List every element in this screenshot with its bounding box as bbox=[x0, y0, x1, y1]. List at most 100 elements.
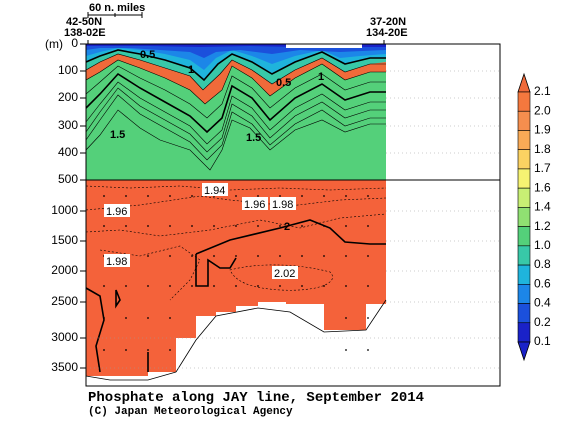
colorbar-segment bbox=[517, 130, 531, 150]
sample-dot bbox=[345, 195, 347, 197]
sample-dot bbox=[257, 195, 259, 197]
colorbar-label: 0.2 bbox=[534, 315, 551, 329]
sample-dot bbox=[367, 225, 369, 227]
ytick-1500: 1500 bbox=[51, 233, 78, 247]
colorbar-segment bbox=[517, 91, 531, 112]
ytick-3000: 3000 bbox=[51, 330, 78, 344]
sample-dot bbox=[103, 225, 105, 227]
bottom-topography-line bbox=[175, 299, 387, 373]
contour-label-upper-1: 0.5 bbox=[140, 49, 155, 61]
chart-title: Phosphate along JAY line, September 2014 bbox=[88, 390, 424, 406]
colorbar-segment bbox=[517, 110, 531, 131]
scale-bar bbox=[87, 12, 143, 18]
colorbar-segment bbox=[517, 303, 531, 324]
sample-dot bbox=[169, 255, 171, 257]
start-station-lon: 138-02E bbox=[64, 27, 106, 39]
colorbar-segment bbox=[517, 226, 531, 247]
sample-dot bbox=[147, 195, 149, 197]
end-station-lat: 37-20N bbox=[370, 16, 406, 28]
lower-contour-2 bbox=[85, 219, 386, 373]
sample-dot bbox=[279, 255, 281, 257]
ytick-400: 400 bbox=[58, 145, 78, 159]
colorbar-label: 1.0 bbox=[534, 238, 551, 252]
colorbar: 2.1 2.0 1.9 1.8 1.7 1.6 1.4 1.2 1.0 0.8 0.6 0.4 0.2 0… bbox=[517, 72, 551, 362]
upper-contour-lines bbox=[86, 53, 386, 171]
surface-gap bbox=[286, 44, 362, 48]
sample-dot bbox=[147, 225, 149, 227]
sample-dot bbox=[323, 255, 325, 257]
contour-label-lower-5: 2 bbox=[284, 221, 290, 233]
contour-label-upper-5: 1.5 bbox=[110, 129, 125, 141]
end-station-lon: 134-20E bbox=[366, 27, 408, 39]
ytick-1000: 1000 bbox=[51, 203, 78, 217]
ytick-2500: 2500 bbox=[51, 294, 78, 308]
sample-dot bbox=[279, 225, 281, 227]
sample-dot bbox=[301, 195, 303, 197]
sample-dot bbox=[323, 225, 325, 227]
sample-dot bbox=[125, 285, 127, 287]
lower-panel bbox=[85, 180, 387, 381]
colorbar-segment bbox=[517, 322, 531, 343]
colorbar-segment bbox=[517, 264, 531, 285]
sample-dot bbox=[103, 285, 105, 287]
contour-label-upper-3: 0.5 bbox=[276, 77, 291, 89]
sample-dot bbox=[301, 255, 303, 257]
colorbar-label: 0.6 bbox=[534, 276, 551, 290]
sample-dot bbox=[345, 285, 347, 287]
colorbar-label: 0.4 bbox=[534, 296, 551, 310]
upper-contour-bold bbox=[86, 49, 386, 134]
sample-dot bbox=[103, 195, 105, 197]
sample-dot bbox=[235, 285, 237, 287]
colorbar-segment bbox=[517, 149, 531, 170]
chart-credit: (C) Japan Meteorological Agency bbox=[88, 406, 293, 418]
y-tick-marks bbox=[80, 43, 86, 369]
colorbar-segment bbox=[517, 187, 531, 208]
upper-panel bbox=[86, 44, 386, 180]
sample-dot bbox=[103, 349, 105, 351]
sample-dot bbox=[301, 225, 303, 227]
colorbar-label: 1.7 bbox=[534, 161, 551, 175]
sample-dot bbox=[213, 255, 215, 257]
sample-dot bbox=[235, 225, 237, 227]
sample-dot bbox=[235, 255, 237, 257]
sample-dot bbox=[345, 317, 347, 319]
lower-contour-labels: 1.94 1.96 1.96 1.98 2 1.98 2.02 bbox=[104, 183, 298, 280]
sample-dot bbox=[125, 349, 127, 351]
sample-dot bbox=[301, 285, 303, 287]
sample-dot bbox=[191, 255, 193, 257]
sample-dot bbox=[169, 317, 171, 319]
colorbar-top-arrow bbox=[517, 72, 531, 93]
ytick-200: 200 bbox=[58, 90, 78, 104]
sample-dot bbox=[125, 317, 127, 319]
station-ticks bbox=[87, 40, 385, 44]
sample-dot bbox=[169, 285, 171, 287]
sample-dot bbox=[367, 255, 369, 257]
colorbar-label: 1.6 bbox=[534, 180, 551, 194]
sample-dot bbox=[345, 255, 347, 257]
sample-dot bbox=[235, 195, 237, 197]
contour-label-lower-1: 1.94 bbox=[204, 185, 225, 197]
contour-label-lower-6: 1.98 bbox=[106, 256, 127, 268]
sample-dot bbox=[103, 317, 105, 319]
ytick-300: 300 bbox=[58, 118, 78, 132]
contour-label-lower-2: 1.96 bbox=[106, 206, 127, 218]
ytick-0: 0 bbox=[71, 36, 78, 50]
sample-dot bbox=[125, 195, 127, 197]
colorbar-label: 2.0 bbox=[534, 103, 551, 117]
ytick-2000: 2000 bbox=[51, 263, 78, 277]
y-axis-label: (m) bbox=[45, 37, 63, 51]
contour-label-upper-2: 1 bbox=[188, 64, 194, 76]
sample-dot bbox=[345, 225, 347, 227]
ytick-500: 500 bbox=[58, 172, 78, 186]
sample-dot bbox=[257, 285, 259, 287]
sample-dot bbox=[169, 349, 171, 351]
sample-dot bbox=[279, 195, 281, 197]
sample-dot bbox=[125, 225, 127, 227]
scale-bar-label: 60 n. miles bbox=[89, 2, 145, 14]
sample-dot bbox=[279, 285, 281, 287]
station-dots bbox=[103, 195, 369, 351]
sample-dot bbox=[147, 255, 149, 257]
sample-dot bbox=[323, 195, 325, 197]
sample-dot bbox=[169, 225, 171, 227]
sample-dot bbox=[367, 349, 369, 351]
